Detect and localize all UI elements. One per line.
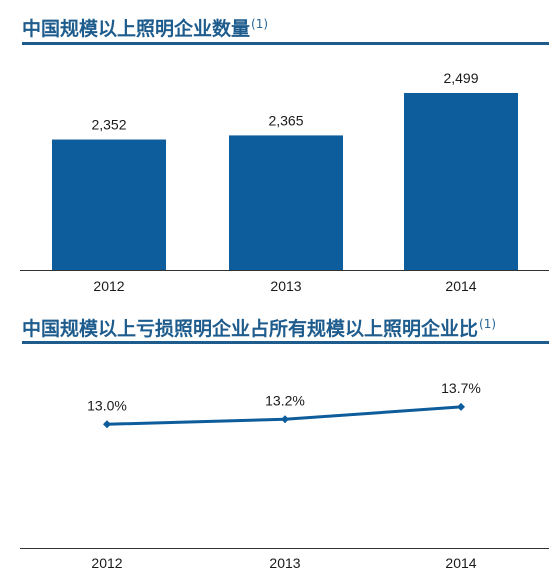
line-value-label: 13.2% [265, 392, 305, 408]
x-tick-label: 2013 [269, 555, 300, 571]
line-point-2013 [281, 415, 289, 424]
x-tick-label: 2012 [91, 555, 122, 571]
bar-2014 [404, 92, 518, 270]
bar-chart: 2,352 2012 2,365 2013 2,499 2014 [20, 70, 549, 294]
line-point-2012 [103, 420, 111, 429]
line-chart-title: 中国规模以上亏损照明企业占所有规模以上照明企业比(1) [22, 316, 497, 340]
bar-2012 [52, 139, 166, 270]
bar-value-label: 2,499 [443, 70, 478, 86]
line-chart-title-rule [22, 341, 549, 344]
bar-chart-title: 中国规模以上照明企业数量(1) [22, 16, 269, 40]
bar-value-label: 2,352 [91, 117, 126, 133]
line-chart: 13.0% 2012 13.2% 2013 13.7% 2014 [20, 380, 549, 571]
line-value-label: 13.7% [441, 380, 481, 396]
line-value-label: 13.0% [87, 397, 127, 413]
x-tick-label: 2014 [445, 278, 476, 294]
x-tick-label: 2013 [270, 278, 301, 294]
x-tick-label: 2012 [93, 278, 124, 294]
x-tick-label: 2014 [445, 555, 476, 571]
line-point-2014 [457, 402, 465, 411]
bar-value-label: 2,365 [268, 112, 303, 128]
bar-chart-title-rule [22, 42, 549, 45]
bar-2013 [229, 135, 343, 270]
line-chart-title-footnote: (1) [479, 316, 497, 331]
bar-chart-title-footnote: (1) [251, 16, 269, 31]
